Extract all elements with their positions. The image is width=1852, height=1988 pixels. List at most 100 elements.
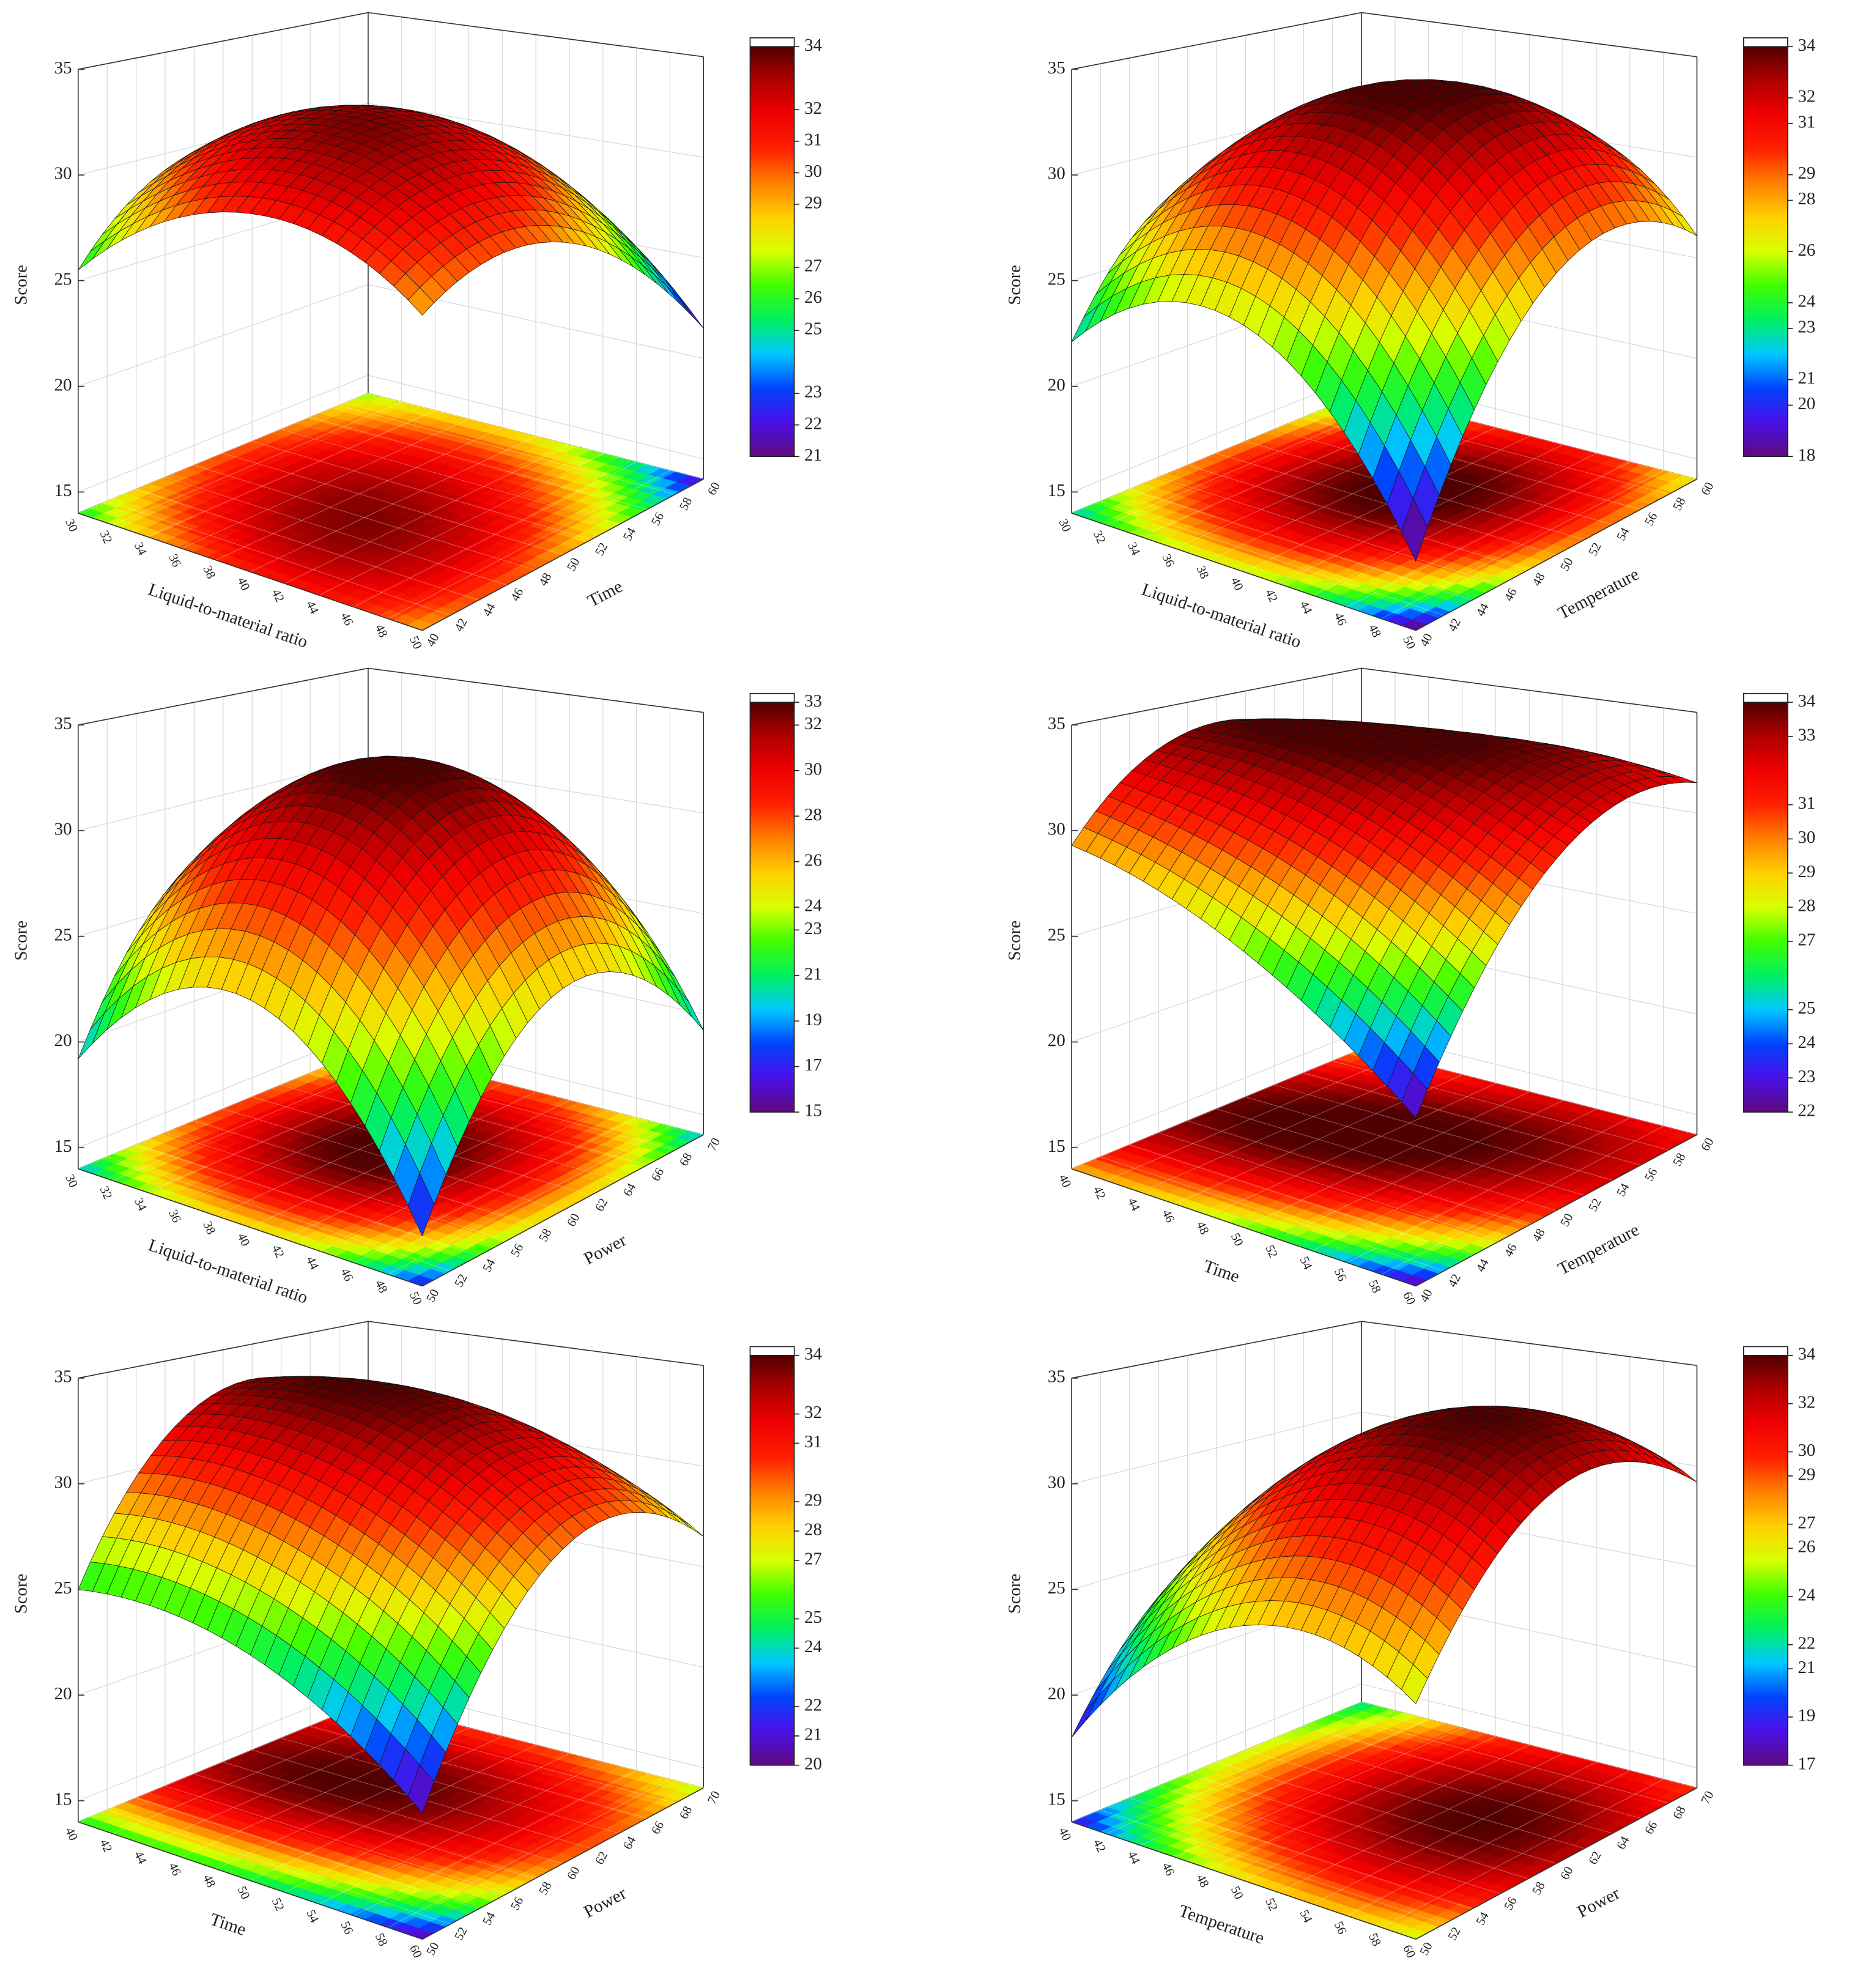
colorbar-tick-label: 32 <box>804 714 822 733</box>
grid-line <box>388 470 670 619</box>
grid-line <box>147 410 435 537</box>
y-tick-label: 50 <box>424 1287 442 1305</box>
z-tick-label: 15 <box>1048 1137 1065 1156</box>
y-tick-label: 44 <box>1474 1257 1492 1275</box>
colorbar-tick-label: 19 <box>804 1010 822 1029</box>
x-tick-label: 40 <box>235 1231 253 1248</box>
x-tick-label: 34 <box>1125 540 1143 557</box>
colorbar-tick-label: 26 <box>1798 240 1815 260</box>
z-tick-label: 20 <box>1048 375 1065 395</box>
colorbar-tick-label: 32 <box>804 98 822 118</box>
axis-line <box>368 12 704 57</box>
colorbar-tick-label: 24 <box>1798 292 1815 311</box>
axis-line <box>422 478 704 631</box>
x-tick-label: 46 <box>338 610 355 628</box>
colorbar-tick-label: 26 <box>804 850 822 870</box>
x-tick-label: 44 <box>1297 599 1314 616</box>
z-axis-title: Score <box>12 265 31 305</box>
grid-line <box>319 453 603 596</box>
grid-line <box>252 440 591 540</box>
x-tick-label: 52 <box>1262 1243 1280 1260</box>
y-axis-title: Power <box>580 1230 629 1269</box>
x-tick-label: 36 <box>166 552 183 569</box>
z-tick-label: 15 <box>54 481 72 500</box>
colorbar-tick-label: 17 <box>804 1055 822 1075</box>
x-axis-title: Liquid-to-material ratio <box>146 1235 310 1307</box>
y-tick-label: 42 <box>452 617 470 634</box>
y-tick-label: 60 <box>565 1211 582 1229</box>
z-axis-title: Score <box>1005 921 1024 961</box>
surface-cell <box>78 240 105 270</box>
y-tick-label: 50 <box>1558 556 1576 574</box>
x-tick-label: 50 <box>407 634 424 651</box>
z-axis-title: Score <box>12 921 31 961</box>
grid-line <box>281 429 620 525</box>
colorbar-tick-label: 28 <box>804 805 822 825</box>
z-tick-label: 25 <box>1048 270 1065 289</box>
x-tick-label: 32 <box>97 1184 115 1201</box>
y-axis-title: Time <box>584 577 626 611</box>
grid-line <box>78 393 369 514</box>
x-tick-label: 42 <box>269 1243 287 1260</box>
x-tick-label: 44 <box>303 599 321 616</box>
colorbar <box>749 46 795 458</box>
x-tick-label: 48 <box>372 1278 390 1295</box>
x-tick-label: 32 <box>97 529 115 546</box>
colorbar-tick-label: 26 <box>804 287 822 307</box>
y-axis-title: Temperature <box>1555 1220 1642 1278</box>
y-tick-label: 42 <box>1446 1272 1464 1289</box>
x-tick-label: 38 <box>1194 564 1212 581</box>
y-tick-label: 54 <box>621 525 639 543</box>
y-tick-label: 42 <box>1446 617 1464 634</box>
y-tick-label: 40 <box>424 631 442 649</box>
x-axis-title: Liquid-to-material ratio <box>146 580 310 652</box>
x-tick-label: 38 <box>200 1220 218 1237</box>
x-axis-title: Liquid-to-material ratio <box>1139 580 1304 652</box>
colorbar-tick-label: 29 <box>804 193 822 213</box>
x-tick-label: 46 <box>338 1266 355 1283</box>
y-tick-label: 46 <box>1502 586 1520 604</box>
z-tick-label: 30 <box>54 820 72 839</box>
y-tick-label: 58 <box>536 1226 554 1244</box>
colorbar-tick-label: 23 <box>1798 317 1815 336</box>
x-tick-label: 42 <box>269 587 287 604</box>
grid-line <box>112 401 402 525</box>
y-tick-label: 48 <box>536 571 554 588</box>
y-tick-label: 66 <box>649 1166 667 1184</box>
x-tick-label: 30 <box>62 1173 80 1190</box>
x-tick-label: 50 <box>1228 1231 1246 1248</box>
y-tick-label: 46 <box>1502 1242 1520 1259</box>
y-tick-label: 54 <box>480 1257 498 1275</box>
colorbar-cap <box>749 37 795 48</box>
x-tick-label: 44 <box>303 1255 321 1272</box>
x-axis-title: Time <box>1201 1256 1242 1287</box>
grid-line <box>136 489 479 601</box>
x-tick-label: 40 <box>1056 1173 1074 1190</box>
grid-line <box>107 500 451 616</box>
z-tick-label: 30 <box>54 164 72 184</box>
x-tick-label: 36 <box>1159 552 1177 569</box>
grid-line <box>181 418 469 549</box>
y-tick-label: 68 <box>677 1151 695 1169</box>
y-tick-label: 56 <box>649 510 667 528</box>
x-tick-label: 42 <box>1091 1184 1108 1201</box>
y-tick-label: 52 <box>1586 541 1604 558</box>
grid-line <box>194 465 535 571</box>
y-tick-label: 40 <box>1418 1287 1435 1305</box>
surface-cell <box>677 297 704 328</box>
x-tick-label: 54 <box>1297 1255 1314 1272</box>
y-tick-label: 50 <box>1558 1211 1576 1229</box>
x-tick-label: 48 <box>1194 1220 1212 1237</box>
x-tick-label: 48 <box>1366 623 1383 640</box>
y-tick-label: 58 <box>1670 1151 1688 1169</box>
x-tick-label: 46 <box>1159 1207 1177 1225</box>
colorbar-tick-label: 31 <box>1798 113 1815 132</box>
colorbar-tick-label: 27 <box>804 256 822 276</box>
colorbar-tick-label: 21 <box>804 964 822 984</box>
y-tick-label: 56 <box>508 1242 526 1259</box>
y-tick-label: 70 <box>705 1136 723 1154</box>
x-tick-label: 34 <box>131 1196 149 1213</box>
z-tick-label: 20 <box>54 1031 72 1050</box>
